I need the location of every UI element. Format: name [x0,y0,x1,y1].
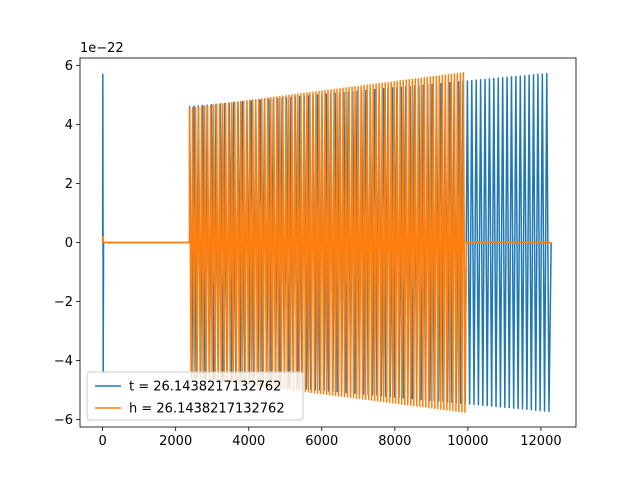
y-offset-label: 1e−22 [80,41,124,56]
x-tick-label: 4000 [232,434,265,449]
x-tick-label: 2000 [159,434,192,449]
y-tick-label: 4 [65,118,73,133]
x-axis: 0 2000 4000 6000 8000 10000 12000 [99,427,562,449]
legend-label-2: h = 26.1438217132762 [129,402,285,417]
y-tick-label: 0 [65,236,73,251]
legend-box [86,371,304,421]
x-tick-label: 10000 [447,434,488,449]
x-tick-label: 6000 [305,434,338,449]
y-tick-label: 6 [65,59,73,74]
x-tick-label: 0 [99,434,107,449]
y-tick-label: 2 [65,177,73,192]
series-group [101,72,552,413]
legend-label-1: t = 26.1438217132762 [129,380,281,395]
y-tick-label: −2 [54,295,73,310]
y-tick-label: −6 [54,413,73,428]
series-line-2 [101,72,552,413]
x-tick-label: 8000 [378,434,411,449]
legend: t = 26.1438217132762 h = 26.1438217132762 [86,371,304,421]
y-tick-label: −4 [54,354,73,369]
y-axis: −6 −4 −2 0 2 4 6 [54,59,80,428]
x-tick-label: 12000 [520,434,561,449]
plot-area [101,72,552,413]
